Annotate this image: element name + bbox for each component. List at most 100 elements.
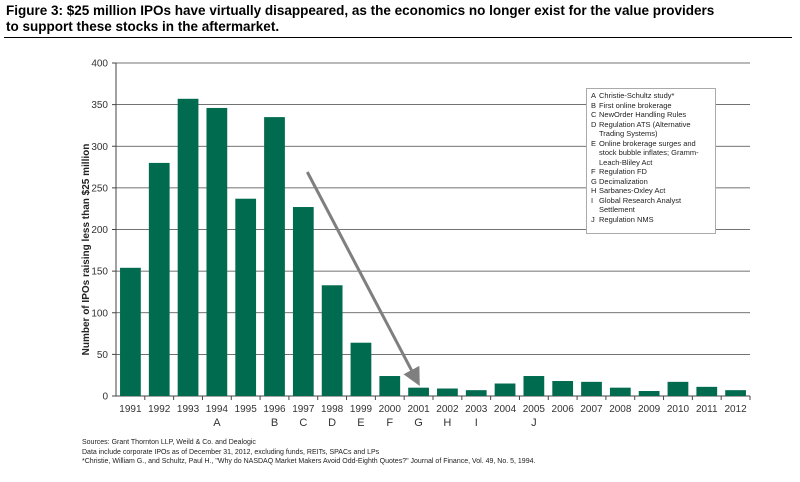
legend-text: Regulation FD [599,167,647,176]
y-tick-label: 200 [91,225,108,236]
x-tick-label: 1999 [350,404,373,415]
x-tick-label: 2009 [638,404,661,415]
event-letter-A: A [213,417,221,429]
bar-2012 [725,390,746,396]
y-tick-label: 400 [91,59,108,70]
event-letter-J: J [531,417,537,429]
x-tick-label: 2004 [494,404,517,415]
legend-text: Regulation NMS [599,214,654,224]
x-tick-label: 2003 [465,404,488,415]
legend-key: I [591,195,594,205]
legend-key: D [591,119,597,129]
x-tick-label: 2008 [609,404,632,415]
footnote-sources: Sources: Grant Thornton LLP, Weild & Co.… [82,439,256,446]
bar-2002 [437,388,458,396]
x-tick-label: 2002 [436,404,459,415]
legend-text: NewOrder Handling Rules [599,110,687,119]
legend-key: E [591,138,597,148]
bar-2009 [638,391,660,396]
bar-2001 [408,387,429,396]
x-tick-label: 1991 [119,404,142,415]
figure-title: Figure 3: $25 million IPOs have virtuall… [6,3,715,34]
legend-text: Christie-Schultz study* [599,91,675,100]
x-tick-label: 1994 [206,404,229,415]
x-tick-label: 1995 [235,404,258,415]
bar-1991 [120,267,141,396]
bar-1994 [206,107,228,396]
y-tick-label: 300 [91,142,108,153]
legend-item: H Sarbanes-Oxley Act [591,186,711,196]
x-tick-label: 2005 [523,404,546,415]
legend-text: Sarbanes-Oxley Act [599,186,666,195]
x-tick-label: 2010 [667,404,690,415]
bar-1992 [148,162,170,396]
bar-2010 [667,381,689,396]
bar-2005 [523,376,545,396]
event-letter-I: I [475,417,478,429]
legend-key: C [591,110,597,119]
legend-text: Global Research Analyst Settlement [599,195,682,215]
y-tick-label: 50 [97,350,109,361]
x-tick-label: 2000 [379,404,402,415]
legend-text: Decimalization [599,176,648,186]
bar-1993 [177,98,199,397]
legend-key: G [591,176,597,186]
y-axis-label: Number of IPOs raising less than $25 mil… [81,144,92,356]
event-letter-H: H [443,417,451,429]
trend-arrow [305,171,420,386]
bar-2004 [494,383,516,396]
legend-text: First online brokerage [599,100,672,110]
footnotes: Sources: Grant Thornton LLP, Weild & Co.… [82,438,535,467]
x-tick-label: 2007 [580,404,603,415]
legend-key: F [591,167,596,176]
bar-2006 [552,381,574,396]
event-letter-D: D [328,417,336,429]
bar-1997 [292,207,314,396]
legend-item: E Online brokerage surges and stock bubbl… [591,139,711,168]
title-rule [4,37,792,38]
y-tick-label: 100 [91,308,108,319]
bar-2007 [581,381,602,396]
x-tick-label: 2001 [407,404,430,415]
y-tick-label: 350 [91,100,108,111]
bar-1998 [321,285,343,396]
x-tick-label: 1997 [292,404,315,415]
bar-1995 [235,198,257,396]
y-tick-label: 150 [91,267,108,278]
legend-text: Regulation ATS (Alternative Trading Syst… [599,119,691,139]
legend-item: B First online brokerage [591,101,711,111]
x-tick-label: 1996 [263,404,286,415]
legend-key: J [591,214,595,224]
x-tick-label: 2006 [552,404,575,415]
bar-2011 [696,386,718,396]
bar-1996 [264,117,285,397]
legend-item: I Global Research Analyst Settlement [591,196,711,215]
legend-key: A [591,91,597,100]
x-tick-label: 1992 [148,404,171,415]
bar-1999 [350,342,372,396]
event-letter-F: F [386,417,393,429]
legend-item: J Regulation NMS [591,215,711,225]
event-letter-C: C [299,417,307,429]
legend-item: G Decimalization [591,177,711,187]
legend-item: D Regulation ATS (Alternative Trading Sys… [591,120,711,139]
x-tick-label: 1993 [177,404,200,415]
legend-key: H [591,186,597,195]
bar-2000 [379,376,401,396]
footnote-data: Data include corporate IPOs as of Decemb… [82,448,380,456]
x-tick-label: 2011 [696,404,718,415]
legend-text: Online brokerage surges and stock bubble… [599,138,699,167]
event-letter-G: G [414,417,423,429]
footnote-citation: *Christie, William G., and Schultz, Paul… [82,458,536,465]
x-tick-label: 1998 [321,404,344,415]
bar-2003 [465,390,487,396]
bar-2008 [609,387,631,396]
legend-item: A Christie-Schultz study* [591,91,711,101]
legend-key: B [591,100,597,110]
event-letter-B: B [271,417,278,429]
event-letter-E: E [357,417,364,429]
x-tick-label: 2012 [724,404,747,415]
y-tick-label: 250 [91,183,108,194]
y-tick-label: 0 [102,392,108,403]
